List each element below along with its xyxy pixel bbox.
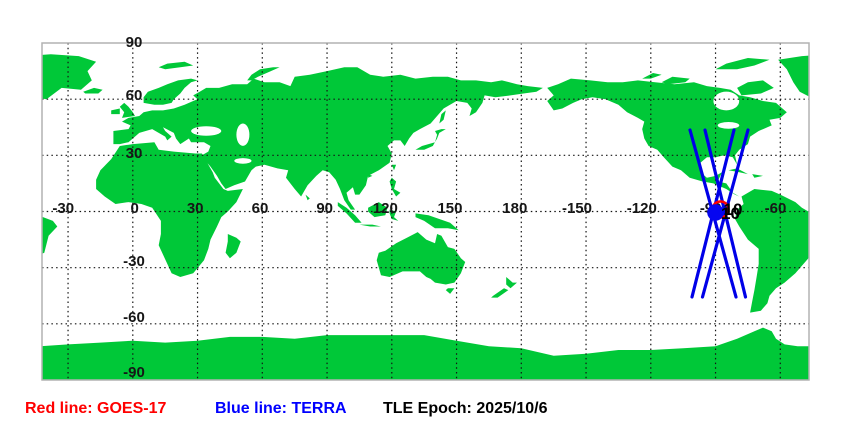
map-clipped-layers — [42, 43, 809, 380]
legend-terra: Blue line: TERRA — [215, 400, 347, 417]
longitude-tick-label: 180 — [502, 200, 527, 217]
graticule — [42, 43, 809, 380]
terra-track-line — [700, 128, 750, 299]
latitude-tick-label: -60 — [123, 309, 145, 326]
longitude-tick-label: -150 — [562, 200, 592, 217]
inland-sea — [713, 91, 740, 111]
longitude-tick-label: -120 — [627, 200, 657, 217]
legend-goes17: Red line: GOES-17 — [25, 400, 167, 417]
longitude-tick-label: 0 — [130, 200, 138, 217]
longitude-tick-label: 120 — [373, 200, 398, 217]
track-time-label: 10 — [721, 204, 740, 223]
latitude-tick-label: 60 — [126, 87, 143, 104]
longitude-tick-label: 150 — [437, 200, 462, 217]
inland-sea — [234, 158, 252, 164]
inland-sea — [191, 126, 222, 136]
latitude-tick-label: 30 — [126, 145, 143, 162]
continent-landmass — [42, 54, 809, 380]
latitude-tick-label: 90 — [126, 34, 143, 51]
longitude-tick-label: 60 — [252, 200, 269, 217]
map-border — [41, 42, 810, 381]
inland-sea — [717, 122, 740, 129]
longitude-tick-label: -30 — [52, 200, 74, 217]
longitude-tick-label: -60 — [765, 200, 787, 217]
legend-tle-epoch: TLE Epoch: 2025/10/6 — [383, 400, 548, 417]
latitude-tick-label: -30 — [123, 253, 145, 270]
latitude-tick-label: -90 — [123, 364, 145, 381]
inland-sea — [236, 123, 250, 146]
terra-position-dot — [707, 204, 724, 221]
longitude-tick-label: 30 — [187, 200, 204, 217]
track-time-label: 10 — [724, 200, 743, 219]
longitude-tick-label: 90 — [316, 200, 333, 217]
